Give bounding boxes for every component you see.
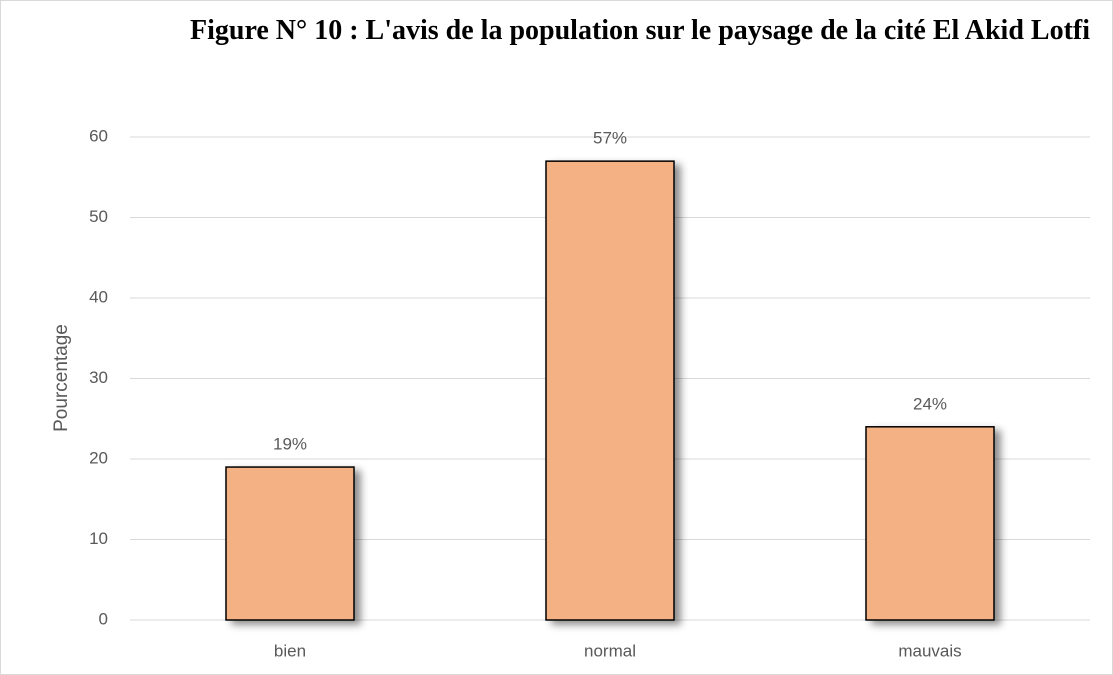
y-tick-label: 40	[89, 287, 108, 306]
y-axis-label: Pourcentage	[51, 324, 72, 432]
y-tick-label: 0	[99, 609, 108, 628]
y-tick-label: 20	[89, 448, 108, 467]
y-tick-label: 60	[89, 126, 108, 145]
y-tick-label: 10	[89, 529, 108, 548]
x-tick-label: mauvais	[898, 641, 961, 660]
data-label: 24%	[913, 394, 947, 413]
x-tick-label: bien	[274, 641, 306, 660]
chart-title: Figure N° 10 : L'avis de la population s…	[189, 15, 1091, 46]
bar	[225, 466, 355, 621]
y-tick-label: 30	[89, 368, 108, 387]
bar	[545, 160, 675, 621]
y-tick-label: 50	[89, 207, 108, 226]
data-label: 57%	[593, 129, 627, 148]
x-tick-label: normal	[584, 641, 636, 660]
data-label: 19%	[273, 435, 307, 454]
bar	[865, 426, 995, 621]
